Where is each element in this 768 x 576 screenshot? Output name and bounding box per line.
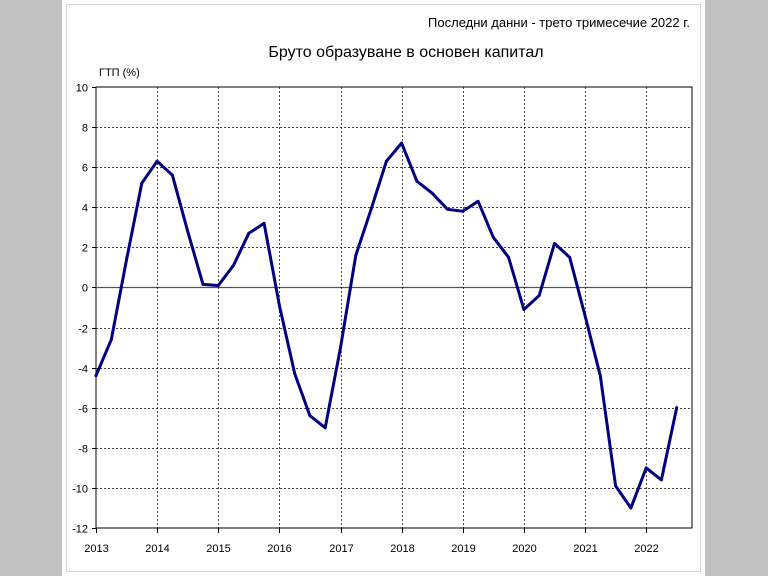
y-tick-label: 10 <box>76 83 88 95</box>
data-point <box>644 466 648 470</box>
x-tick-label: 2013 <box>84 543 108 555</box>
data-point <box>430 191 434 195</box>
data-point <box>614 484 617 488</box>
data-point <box>537 294 541 297</box>
data-point <box>675 406 679 410</box>
data-point <box>461 209 465 213</box>
y-axis-label: ГТП (%) <box>99 67 140 79</box>
x-tick-label: 2022 <box>634 543 658 555</box>
data-point <box>415 179 419 183</box>
data-point <box>171 173 174 177</box>
data-point <box>354 254 358 257</box>
y-tick-label: -6 <box>78 404 88 416</box>
data-point <box>400 141 403 145</box>
data-point <box>491 235 495 239</box>
data-point <box>583 314 587 317</box>
y-tick-label: 6 <box>82 163 88 175</box>
data-point <box>385 159 388 163</box>
y-tick-label: -4 <box>78 364 88 376</box>
data-point <box>660 478 663 482</box>
data-point <box>553 242 556 245</box>
y-tick-label: -10 <box>72 484 88 496</box>
x-tick-label: 2014 <box>145 543 169 555</box>
data-point <box>125 258 128 261</box>
x-tick-label: 2018 <box>390 543 414 555</box>
x-tick-label: 2019 <box>451 543 475 555</box>
chart-frame <box>66 4 701 572</box>
data-point <box>446 207 449 211</box>
data-point <box>568 256 572 259</box>
data-point <box>109 338 113 341</box>
data-point <box>369 207 373 211</box>
data-point <box>507 256 510 259</box>
data-point <box>293 372 297 375</box>
y-tick-label: 2 <box>82 243 88 255</box>
y-tick-label: 4 <box>82 203 88 215</box>
y-tick-label: -2 <box>78 324 88 336</box>
data-point <box>522 308 526 311</box>
data-point <box>247 231 251 235</box>
x-tick-label: 2020 <box>512 543 536 555</box>
chart-title: Бруто образуване в основен капитал <box>268 44 543 61</box>
data-point <box>262 221 266 225</box>
data-point <box>308 414 312 418</box>
plot-area <box>95 86 693 529</box>
y-tick-label: -12 <box>72 524 88 536</box>
data-point <box>598 374 602 378</box>
x-tick-label: 2017 <box>329 543 353 555</box>
data-point <box>201 283 205 286</box>
data-point <box>232 264 235 267</box>
y-tick-label: 8 <box>82 123 88 135</box>
data-point <box>155 159 159 163</box>
data-point <box>339 346 342 349</box>
x-tick-label: 2015 <box>206 543 230 555</box>
latest-data-note: Последни данни - трето тримесечие 2022 г… <box>428 15 690 30</box>
data-point <box>140 181 144 185</box>
data-point <box>94 374 98 378</box>
data-point <box>186 229 190 233</box>
data-point <box>278 304 281 307</box>
y-tick-label: -8 <box>78 444 88 456</box>
data-point <box>476 199 480 203</box>
y-tick-label: 0 <box>82 283 88 295</box>
data-point <box>216 284 220 287</box>
data-point <box>323 426 327 430</box>
x-tick-label: 2021 <box>573 543 597 555</box>
x-tick-label: 2016 <box>267 543 291 555</box>
data-point <box>629 506 633 510</box>
